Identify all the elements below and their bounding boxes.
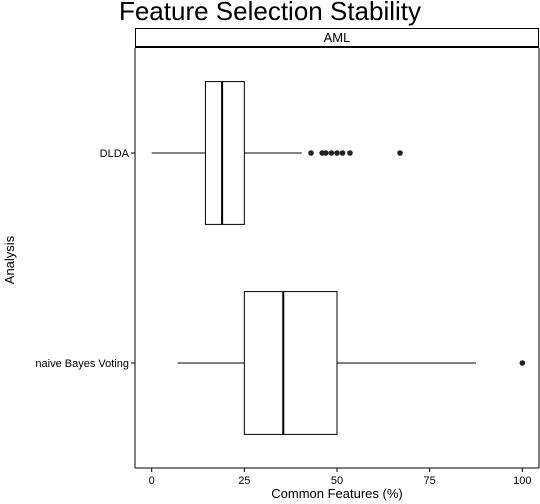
outlier-point (339, 150, 346, 156)
box (204, 81, 245, 225)
outlier-point (334, 150, 340, 156)
box (243, 291, 338, 435)
outlier-point (308, 150, 314, 156)
x-tick-label: 50 (331, 475, 343, 487)
y-tick-label: naive Bayes Voting (35, 358, 129, 370)
outlier-point (397, 150, 403, 156)
x-tick-label: 25 (238, 475, 250, 487)
x-tick-label: 100 (513, 475, 531, 487)
outlier-point (323, 150, 329, 156)
y-tick-label: DLDA (100, 148, 130, 160)
x-tick-label: 75 (424, 475, 436, 487)
chart-title: Feature Selection Stability (118, 0, 422, 26)
outlier-point (347, 150, 353, 156)
outlier-point (328, 150, 335, 156)
facet-strip: AML (135, 28, 539, 48)
x-tick-label: 0 (149, 475, 155, 487)
outlier-point (519, 360, 526, 366)
x-axis-label: Common Features (%) (271, 486, 403, 501)
